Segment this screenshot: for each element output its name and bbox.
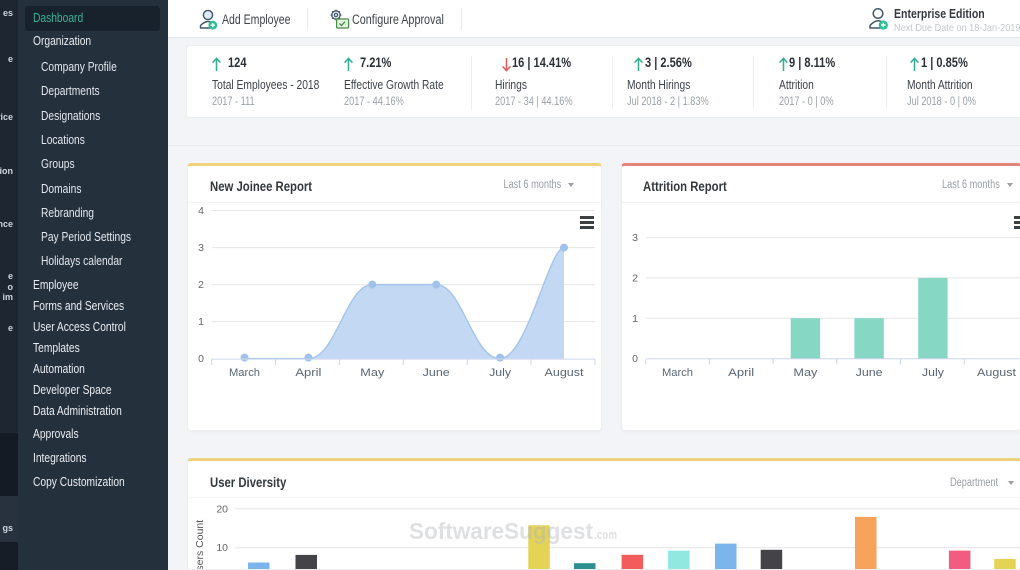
svg-text:1: 1	[198, 316, 204, 328]
svg-text:20: 20	[216, 504, 228, 516]
svg-text:2: 2	[632, 273, 638, 285]
svg-text:August: August	[545, 367, 584, 379]
svg-text:.com: .com	[594, 527, 617, 542]
svg-text:May: May	[360, 367, 385, 379]
svg-text:SoftwareSuggest: SoftwareSuggest	[409, 518, 593, 544]
svg-text:April: April	[295, 367, 321, 379]
svg-text:2: 2	[198, 279, 204, 291]
svg-text:10: 10	[216, 542, 228, 554]
svg-text:June: June	[423, 367, 450, 379]
svg-text:August: August	[977, 367, 1016, 379]
svg-text:0: 0	[198, 353, 204, 365]
svg-text:0: 0	[632, 353, 638, 365]
svg-text:March: March	[662, 367, 693, 379]
svg-text:July: July	[922, 367, 945, 379]
svg-text:July: July	[489, 367, 512, 379]
svg-text:3: 3	[198, 242, 204, 254]
svg-text:1: 1	[632, 313, 638, 325]
svg-text:Users Count: Users Count	[194, 520, 206, 570]
svg-text:March: March	[229, 367, 260, 379]
svg-text:June: June	[856, 367, 883, 379]
svg-text:3: 3	[632, 232, 638, 244]
svg-text:April: April	[728, 367, 754, 379]
svg-text:May: May	[793, 367, 818, 379]
svg-text:4: 4	[198, 205, 204, 217]
